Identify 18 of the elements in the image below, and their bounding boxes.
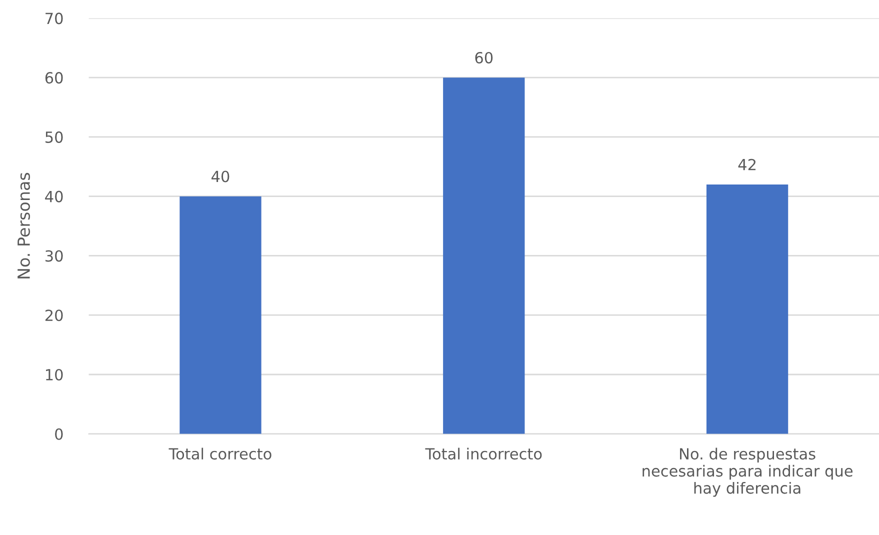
data-label: 60 <box>475 52 493 64</box>
bar <box>180 196 262 434</box>
y-tick-label: 0 <box>55 428 63 440</box>
bar <box>443 78 525 434</box>
y-tick-label: 20 <box>45 310 63 322</box>
y-tick-label: 40 <box>45 190 63 202</box>
data-label: 40 <box>212 170 230 182</box>
bar <box>706 184 788 434</box>
y-axis-title: No. Personas <box>18 172 30 278</box>
x-tick-label: No. de respuestas necesarias para indicar que hay diferencia <box>642 448 852 497</box>
y-tick-label: 60 <box>45 72 63 84</box>
x-tick-label: Total incorrecto <box>425 448 542 460</box>
y-tick-label: 10 <box>46 368 63 381</box>
y-tick-label: 30 <box>46 250 63 262</box>
x-tick-label: Total correcto <box>168 448 272 460</box>
y-tick-label: 70 <box>46 12 63 24</box>
data-label: 42 <box>738 158 756 170</box>
y-tick-label: 50 <box>46 131 63 143</box>
